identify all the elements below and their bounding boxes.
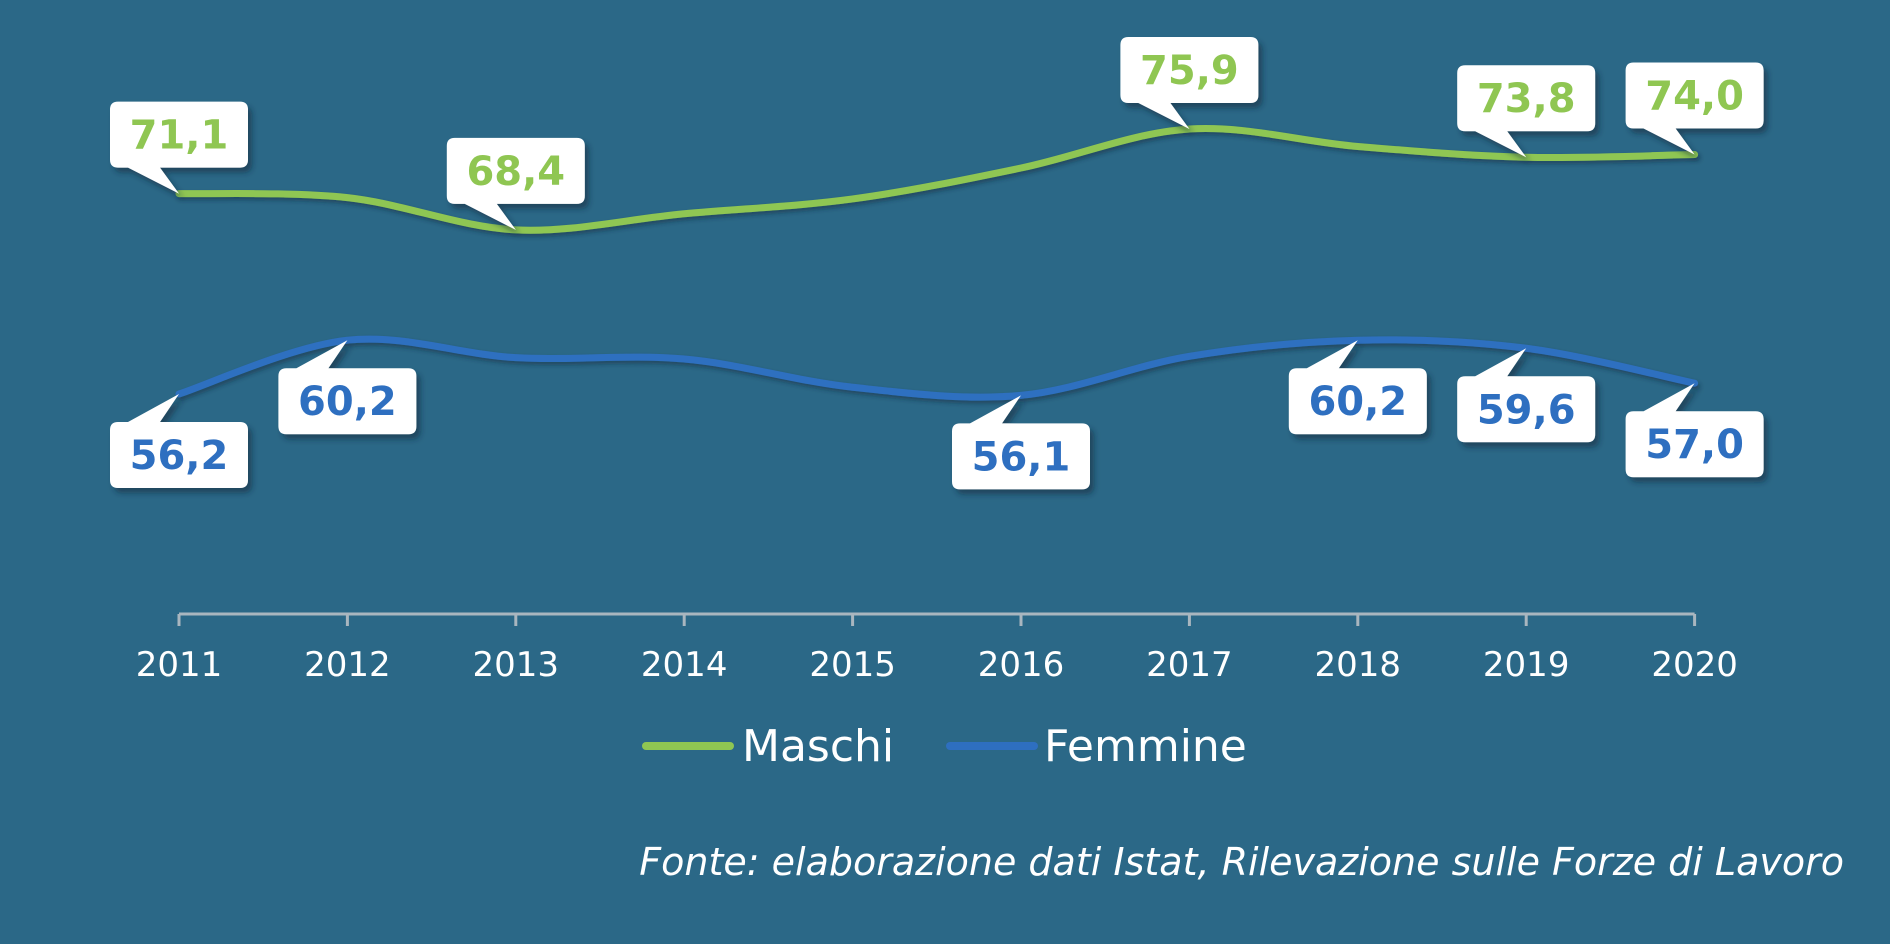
data-label-text: 60,2 (1308, 379, 1407, 425)
data-label-text: 73,8 (1477, 76, 1576, 122)
legend-label: Maschi (742, 721, 894, 772)
data-label: 71,1 (110, 101, 248, 194)
data-label-bubble (110, 394, 248, 488)
x-tick-label: 2017 (1146, 645, 1233, 685)
legend-label: Femmine (1044, 721, 1247, 772)
data-label-text: 71,1 (130, 113, 229, 159)
data-label-text: 74,0 (1645, 74, 1744, 120)
data-label-text: 59,6 (1477, 387, 1576, 433)
x-tick-label: 2011 (136, 645, 223, 685)
data-label: 74,0 (1625, 62, 1764, 155)
data-label-text: 56,1 (972, 434, 1071, 480)
source-note: Fonte: elaborazione dati Istat, Rilevazi… (639, 840, 1844, 884)
legend: Maschi Femmine (642, 721, 1247, 772)
data-label: 56,1 (952, 395, 1090, 490)
data-label: 75,9 (1120, 37, 1259, 129)
data-label-bubble (952, 395, 1090, 490)
legend-item-femmine: Femmine (946, 721, 1247, 772)
x-tick-label: 2016 (978, 645, 1065, 685)
data-label: 60,2 (1288, 340, 1427, 435)
data-label-bubble (1625, 383, 1764, 478)
data-label: 68,4 (446, 137, 585, 230)
data-label: 73,8 (1457, 65, 1596, 158)
series-line-maschi (175, 125, 1699, 234)
x-tick-label: 2014 (641, 645, 728, 685)
data-label-bubble (1457, 348, 1596, 443)
data-label-bubble (446, 137, 585, 230)
data-label-bubble (1288, 340, 1427, 435)
series-lines (175, 125, 1699, 401)
data-label-bubble (1625, 62, 1764, 155)
x-tick-label: 2015 (809, 645, 896, 685)
x-tick-label: 2012 (304, 645, 391, 685)
data-label-text: 68,4 (466, 149, 565, 195)
data-labels: 71,1 68,4 75,9 73,8 74,0 56,2 60,2 56,1 60,2 59,6… (110, 37, 1764, 490)
data-label: 57,0 (1625, 383, 1764, 478)
series-line-femmine (175, 335, 1699, 401)
data-label: 60,2 (278, 340, 417, 435)
data-label: 56,2 (110, 394, 248, 488)
data-label-text: 75,9 (1140, 48, 1239, 94)
legend-item-maschi: Maschi (642, 721, 894, 772)
x-tick-label: 2018 (1315, 645, 1402, 685)
data-label-bubble (1457, 65, 1596, 158)
data-label-bubble (110, 101, 248, 194)
x-tick-label: 2019 (1483, 645, 1570, 685)
data-label-text: 57,0 (1645, 422, 1744, 468)
x-tick-label: 2013 (473, 645, 560, 685)
data-label: 59,6 (1457, 348, 1596, 443)
x-axis: 2011 2012 2013 2014 2015 2016 2017 2018 2019 2020 (136, 612, 1738, 685)
data-label-text: 60,2 (298, 379, 397, 425)
x-tick-label: 2020 (1651, 645, 1738, 685)
data-label-bubble (1120, 37, 1259, 129)
data-label-bubble (278, 340, 417, 435)
data-label-text: 56,2 (130, 433, 229, 479)
